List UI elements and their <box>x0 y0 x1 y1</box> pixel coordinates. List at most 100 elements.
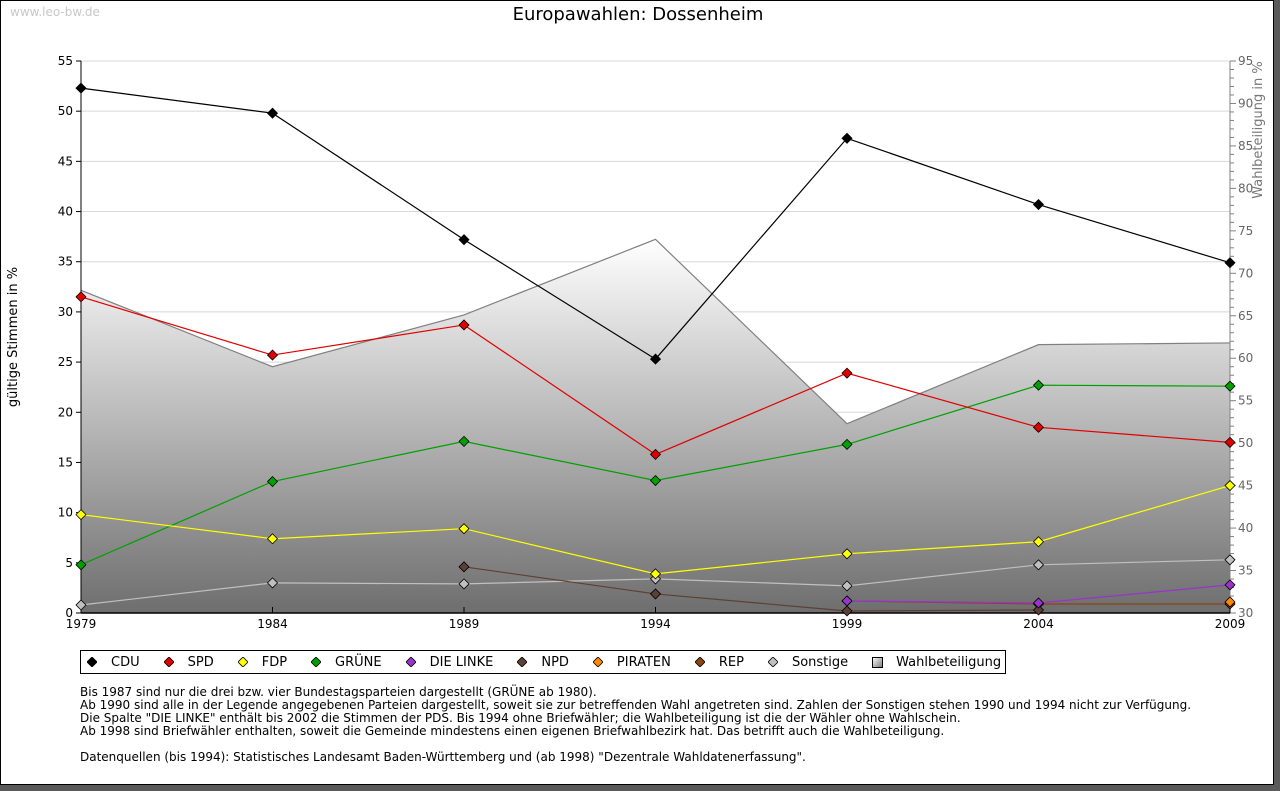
y-axis-label: gültige Stimmen in % <box>6 267 21 407</box>
turnout-area <box>81 239 1230 614</box>
data-point <box>841 367 853 379</box>
data-point <box>1224 257 1236 269</box>
y-tick-label: 50 <box>58 104 73 118</box>
legend-item: Sonstige <box>767 654 849 670</box>
legend-diamond-icon <box>592 657 603 667</box>
data-point <box>1224 479 1236 492</box>
data-point <box>266 577 279 589</box>
legend-diamond-icon <box>517 657 528 667</box>
legend-diamond-icon <box>87 657 97 667</box>
data-point <box>1224 436 1236 448</box>
data-point <box>266 107 279 119</box>
y-tick-label: 25 <box>58 355 73 369</box>
legend-label: Wahlbeteiligung <box>896 654 1002 670</box>
legend-item: REP <box>694 655 744 670</box>
legend-item: PIRATEN <box>592 655 671 670</box>
legend-item: CDU <box>87 655 140 670</box>
chart-plot: 0 5 10 15 20 25 30 35 40 45 50 55 30 35 40 45 50 55 60 65 70… <box>6 54 1266 631</box>
data-point <box>1032 559 1045 571</box>
y-tick-label: 15 <box>58 455 73 469</box>
legend-item: FDP <box>237 655 287 670</box>
legend-label: Sonstige <box>791 654 849 670</box>
legend-label: DIE LINKE <box>429 654 494 670</box>
data-point <box>458 435 470 447</box>
x-tick-label: 1979 <box>66 617 97 631</box>
data-point <box>75 82 87 94</box>
data-point <box>1032 536 1045 548</box>
y2-tick-label: 70 <box>1238 266 1253 280</box>
data-point <box>841 438 853 450</box>
y-tick-label: 20 <box>58 405 73 419</box>
data-point <box>75 559 87 571</box>
y2-tick-label: 55 <box>1238 394 1253 408</box>
data-point <box>841 548 853 560</box>
legend-label: SPD <box>187 654 214 670</box>
x-tick-label: 1984 <box>257 617 288 631</box>
data-point <box>266 475 279 488</box>
data-point <box>266 533 279 545</box>
x-tick-label: 1989 <box>449 617 480 631</box>
watermark: www.leo-bw.de <box>10 5 100 19</box>
y-tick-label: 30 <box>58 305 73 319</box>
data-point <box>458 561 470 573</box>
y2-tick-label: 40 <box>1238 521 1253 535</box>
y2-axis-label: Wahlbeteiligung in % <box>1251 61 1266 198</box>
data-point <box>841 132 853 144</box>
data-point <box>1224 554 1236 566</box>
data-point <box>841 580 853 592</box>
x-tick-label: 1994 <box>640 617 671 631</box>
data-point <box>649 568 662 580</box>
chart-notes: Bis 1987 sind nur die drei bzw. vier Bun… <box>80 686 1191 764</box>
series-line-npd <box>463 566 1039 612</box>
y-tick-label: 55 <box>58 54 73 68</box>
note-line: Ab 1990 sind alle in der Legende angegeb… <box>80 698 1192 712</box>
data-point <box>649 588 662 600</box>
legend-label: NPD <box>541 654 569 670</box>
data-point <box>458 578 470 590</box>
legend-item: NPD <box>517 655 569 670</box>
legend-diamond-icon <box>163 657 174 667</box>
y2-tick-label: 65 <box>1238 309 1253 323</box>
data-point <box>266 349 279 361</box>
legend-diamond-icon <box>694 657 705 667</box>
data-point <box>649 474 662 487</box>
data-point <box>1032 421 1045 433</box>
legend-diamond-icon <box>237 657 248 667</box>
y2-tick-label: 80 <box>1238 181 1253 195</box>
x-tick-label: 1999 <box>832 617 863 631</box>
y2-tick-label: 45 <box>1238 479 1253 493</box>
y-tick-label: 0 <box>65 606 73 620</box>
legend-item: DIE LINKE <box>405 654 494 670</box>
y-tick-label: 35 <box>58 255 73 269</box>
turnout-line <box>80 238 1231 425</box>
data-point <box>75 509 87 521</box>
legend-square-icon <box>872 657 884 668</box>
y2-tick-label: 60 <box>1238 351 1253 365</box>
legend-diamond-icon <box>767 657 778 667</box>
x-tick-label: 2004 <box>1023 617 1054 631</box>
y-tick-label: 40 <box>58 205 73 219</box>
data-point <box>75 291 87 303</box>
y2-tick-label: 95 <box>1238 54 1253 68</box>
data-point <box>1032 597 1045 609</box>
y2-tick-label: 85 <box>1238 139 1253 153</box>
data-point <box>841 605 853 617</box>
note-line: Ab 1998 sind Briefwähler enthalten, sowe… <box>80 724 945 738</box>
note-line: Die Spalte "DIE LINKE" enthält bis 2002 … <box>80 711 961 725</box>
data-point <box>1224 380 1236 392</box>
data-source: Datenquellen (bis 1994): Statistisches L… <box>80 750 806 764</box>
note-line: Bis 1987 sind nur die drei bzw. vier Bun… <box>80 685 597 699</box>
y-tick-label: 45 <box>58 154 73 168</box>
data-point <box>1032 198 1045 211</box>
y-tick-label: 5 <box>65 556 73 570</box>
legend-label: CDU <box>111 654 140 670</box>
y2-tick-label: 90 <box>1238 96 1253 110</box>
chart-legend: CDU SPD FDP GRÜNE DIE LINKE NPD PIRATEN REP Sons… <box>80 650 1007 674</box>
y2-tick-label: 30 <box>1238 606 1253 620</box>
data-point <box>458 523 470 535</box>
data-point <box>1224 596 1236 608</box>
legend-diamond-icon <box>405 657 416 667</box>
data-point <box>649 448 662 460</box>
y2-tick-label: 35 <box>1238 564 1253 578</box>
legend-item: SPD <box>163 654 214 670</box>
